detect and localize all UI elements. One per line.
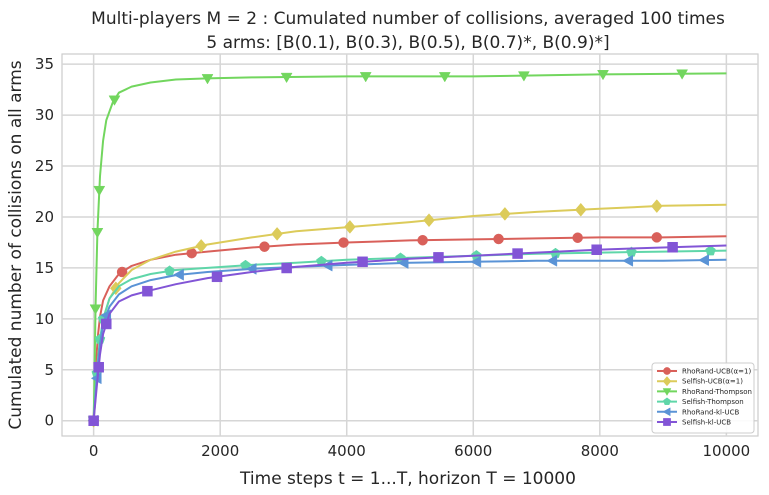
series-4 <box>87 254 727 427</box>
y-axis-ticks: 0 5 10 15 20 25 30 35 <box>35 55 54 430</box>
series-marker <box>164 265 175 276</box>
legend-marker <box>663 367 671 375</box>
legend-label: Selfish-kl-UCB <box>682 419 731 427</box>
series-marker <box>591 244 602 255</box>
legend-label: Selfish-Thompson <box>682 398 744 406</box>
legend-marker <box>662 407 671 417</box>
series-marker <box>108 95 121 106</box>
series-marker <box>259 241 270 252</box>
y-tick-label: 0 <box>44 412 54 430</box>
x-axis-ticks: 0 2000 4000 6000 8000 10000 <box>89 442 750 460</box>
series-marker <box>195 239 208 253</box>
chart-subtitle: 5 arms: [B(0.1), B(0.3), B(0.5), B(0.7)*… <box>206 33 609 53</box>
x-tick-label: 4000 <box>328 442 366 460</box>
series-marker <box>597 70 609 81</box>
series-marker <box>397 257 409 269</box>
series-line <box>92 258 727 421</box>
x-tick-label: 6000 <box>454 442 492 460</box>
series-marker <box>512 248 523 259</box>
series-marker <box>650 199 663 213</box>
legend-label: RhoRand-UCB(α=1) <box>682 368 751 376</box>
series-marker <box>698 254 709 267</box>
series-marker <box>116 266 128 278</box>
series-marker <box>93 185 106 197</box>
series-marker <box>93 361 104 373</box>
series-marker <box>344 220 356 234</box>
legend-marker <box>662 376 672 387</box>
series-line <box>92 244 727 421</box>
series-marker <box>546 254 558 267</box>
series-marker <box>321 259 333 272</box>
x-tick-label: 8000 <box>581 442 619 460</box>
legend-label: RhoRand-Thompson <box>682 388 752 396</box>
series-marker <box>173 268 184 281</box>
series-marker <box>91 228 104 239</box>
legend: RhoRand-UCB(α=1) Selfish-UCB(α=1) RhoRand-… <box>651 362 755 434</box>
series-marker <box>470 255 482 268</box>
series-marker <box>280 72 293 84</box>
x-axis-label: Time steps t = 1...T, horizon T = 10000 <box>239 469 576 489</box>
chart-title: Multi-players M = 2 : Cumulated number o… <box>91 9 725 29</box>
legend-marker <box>663 418 671 426</box>
y-axis-label: Cumulated number of collisions on all ar… <box>6 60 26 429</box>
series-marker <box>651 232 663 243</box>
series-marker <box>622 254 634 267</box>
series-marker <box>433 252 444 263</box>
series-marker <box>676 69 689 80</box>
x-tick-label: 0 <box>89 442 99 460</box>
series-marker <box>271 227 283 241</box>
y-tick-label: 35 <box>35 55 54 73</box>
series-marker <box>423 213 435 228</box>
y-tick-label: 30 <box>35 106 54 124</box>
series-marker <box>667 241 678 253</box>
legend-label: Selfish-UCB(α=1) <box>682 378 743 386</box>
y-tick-label: 15 <box>35 259 54 277</box>
series-marker <box>201 74 214 85</box>
series-marker <box>517 71 530 82</box>
series-marker <box>211 271 223 283</box>
series-marker <box>417 234 428 246</box>
series-marker <box>89 304 102 315</box>
series-marker <box>574 202 587 217</box>
x-tick-label: 2000 <box>201 442 239 460</box>
series-marker <box>357 256 368 268</box>
series-marker <box>493 233 504 245</box>
series-marker <box>572 232 583 243</box>
series-marker <box>499 207 511 221</box>
legend-box <box>651 362 755 434</box>
series-5 <box>88 241 727 426</box>
x-tick-label: 10000 <box>703 442 751 460</box>
y-tick-label: 20 <box>35 208 54 226</box>
legend-marker <box>663 397 671 405</box>
series-0 <box>88 232 727 426</box>
series-marker <box>281 262 292 274</box>
y-tick-label: 10 <box>35 310 54 328</box>
legend-label: RhoRand-kl-UCB <box>682 408 740 416</box>
series-marker <box>359 72 372 83</box>
legend-marker <box>662 388 672 396</box>
series-line <box>92 235 727 421</box>
y-tick-label: 5 <box>44 361 54 379</box>
series-marker <box>142 285 153 297</box>
plot-area <box>61 53 759 437</box>
series-group <box>87 69 727 428</box>
series-marker <box>705 245 716 256</box>
series-marker <box>88 415 99 426</box>
y-tick-label: 25 <box>35 157 54 175</box>
series-marker <box>438 72 451 83</box>
series-marker <box>338 237 349 248</box>
series-marker <box>101 318 112 330</box>
